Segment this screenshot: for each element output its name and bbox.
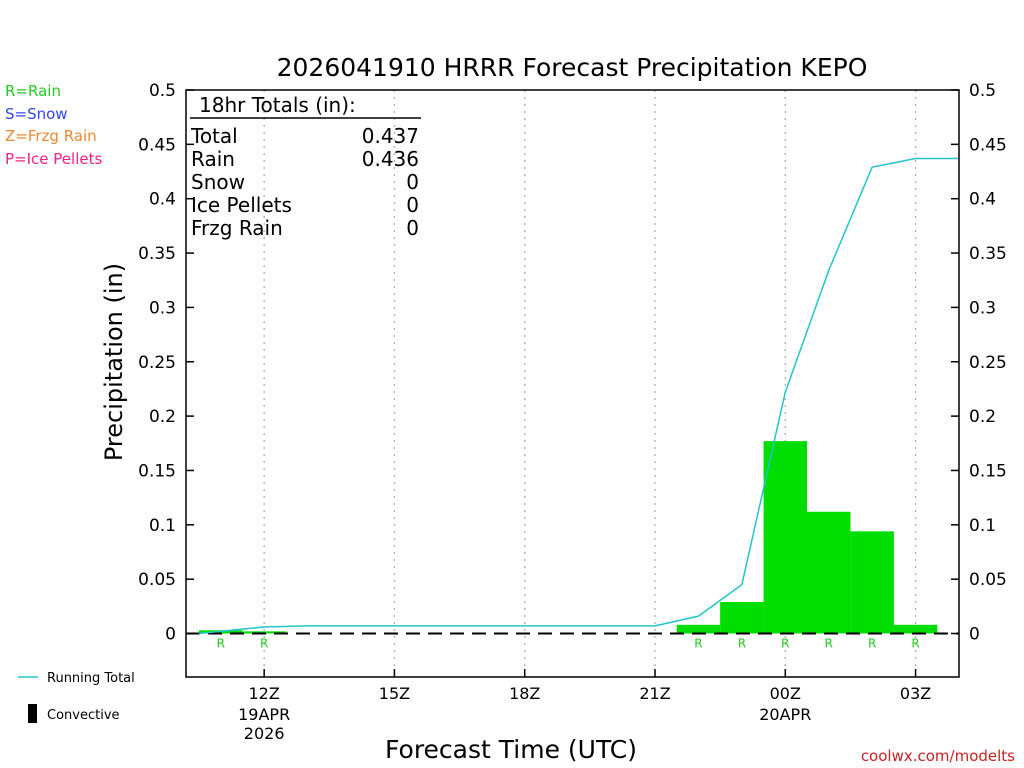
totals-heading: 18hr Totals (in): xyxy=(199,93,356,117)
precip-bar xyxy=(242,631,286,634)
y-tick-label-right: 0.25 xyxy=(969,353,1007,373)
x-tick-label: 12Z xyxy=(249,684,280,703)
precip-type-label: R xyxy=(260,637,268,651)
y-tick-label-left: 0.5 xyxy=(149,81,176,101)
precip-type-label: R xyxy=(825,637,833,651)
totals-row-label: Total xyxy=(190,124,238,148)
y-tick-label-right: 0.1 xyxy=(969,516,996,536)
running-total-line xyxy=(198,157,959,635)
y-tick-label-right: 0.45 xyxy=(969,135,1007,155)
precip-type-label: R xyxy=(217,637,225,651)
x-axis-label: Forecast Time (UTC) xyxy=(385,735,637,764)
y-tick-label-right: 0.35 xyxy=(969,244,1007,264)
y-tick-label-right: 0.3 xyxy=(969,298,996,318)
totals-row-value: 0.436 xyxy=(362,147,419,171)
key-snow: S=Snow xyxy=(5,105,68,123)
plot-frame xyxy=(185,89,960,678)
x-tick-label: 03Z xyxy=(900,684,931,703)
precip-type-key: R=Rain S=Snow Z=Frzg Rain P=Ice Pellets xyxy=(5,82,102,168)
totals-box: 18hr Totals (in): Total 0.437 Rain 0.436… xyxy=(190,93,421,240)
totals-row-label: Ice Pellets xyxy=(191,193,292,217)
running-total-legend-label: Running Total xyxy=(47,671,135,686)
y-tick-label-left: 0.35 xyxy=(138,244,176,264)
credit-text: coolwx.com/modelts xyxy=(861,747,1015,765)
totals-row-label: Snow xyxy=(191,170,245,194)
y-axis-left: 0.5 0.45 0.4 0.35 0.3 0.25 0.2 0.15 0.1 0.05 0 xyxy=(138,81,194,645)
y-tick-label-right: 0.4 xyxy=(969,190,996,210)
totals-row-value: 0 xyxy=(406,216,419,240)
y-tick-label-left: 0.2 xyxy=(149,407,176,427)
precip-bar xyxy=(676,624,721,634)
precip-type-label: R xyxy=(868,637,876,651)
precip-type-label: R xyxy=(738,637,746,651)
y-tick-label-right: 0.2 xyxy=(969,407,996,427)
precip-bar xyxy=(850,531,894,634)
x-tick-label: 21Z xyxy=(639,684,670,703)
totals-row-value: 0 xyxy=(406,170,419,194)
key-ice-pellets: P=Ice Pellets xyxy=(5,150,102,168)
y-tick-label-left: 0 xyxy=(165,625,176,645)
x-tick-label: 18Z xyxy=(509,684,540,703)
y-tick-label-left: 0.1 xyxy=(149,516,176,536)
totals-row-value: 0 xyxy=(406,193,419,217)
x-tick-date-label: 19APR xyxy=(238,705,290,724)
precip-bar xyxy=(893,624,938,634)
y-tick-label-left: 0.05 xyxy=(138,570,176,590)
convective-legend-label: Convective xyxy=(47,708,120,723)
x-tick-label: 15Z xyxy=(379,684,410,703)
precip-type-label: R xyxy=(694,637,702,651)
x-tick-date-label: 20APR xyxy=(759,705,811,724)
totals-row-value: 0.437 xyxy=(362,124,419,148)
precip-type-label: R xyxy=(781,637,789,651)
precip-type-label: R xyxy=(911,637,919,651)
y-tick-label-right: 0.15 xyxy=(969,461,1007,481)
chart-title: 2026041910 HRRR Forecast Precipitation K… xyxy=(277,53,868,82)
bars-group xyxy=(199,441,938,634)
precip-bar xyxy=(807,511,851,634)
y-tick-label-left: 0.3 xyxy=(149,298,176,318)
y-axis-label: Precipitation (in) xyxy=(100,263,128,461)
x-tick-label: 00Z xyxy=(770,684,801,703)
y-tick-label-left: 0.25 xyxy=(138,353,176,373)
totals-row-label: Frzg Rain xyxy=(191,216,283,240)
precip-bar xyxy=(720,601,764,634)
y-tick-label-right: 0 xyxy=(969,625,980,645)
totals-row-label: Rain xyxy=(191,147,235,171)
convective-legend-swatch xyxy=(28,704,37,723)
x-tick-year-label: 2026 xyxy=(244,724,285,743)
key-rain: R=Rain xyxy=(5,82,61,100)
y-axis-right: 0.5 0.45 0.4 0.35 0.3 0.25 0.2 0.15 0.1 0.05 0 xyxy=(951,81,1007,645)
y-tick-label-left: 0.4 xyxy=(149,190,176,210)
y-tick-label-left: 0.15 xyxy=(138,461,176,481)
precip-bar xyxy=(763,441,808,634)
y-tick-label-left: 0.45 xyxy=(138,135,176,155)
legend: Running Total Convective xyxy=(18,671,135,723)
y-tick-label-right: 0.05 xyxy=(969,570,1007,590)
y-tick-label-right: 0.5 xyxy=(969,81,996,101)
key-frzg-rain: Z=Frzg Rain xyxy=(5,127,97,145)
